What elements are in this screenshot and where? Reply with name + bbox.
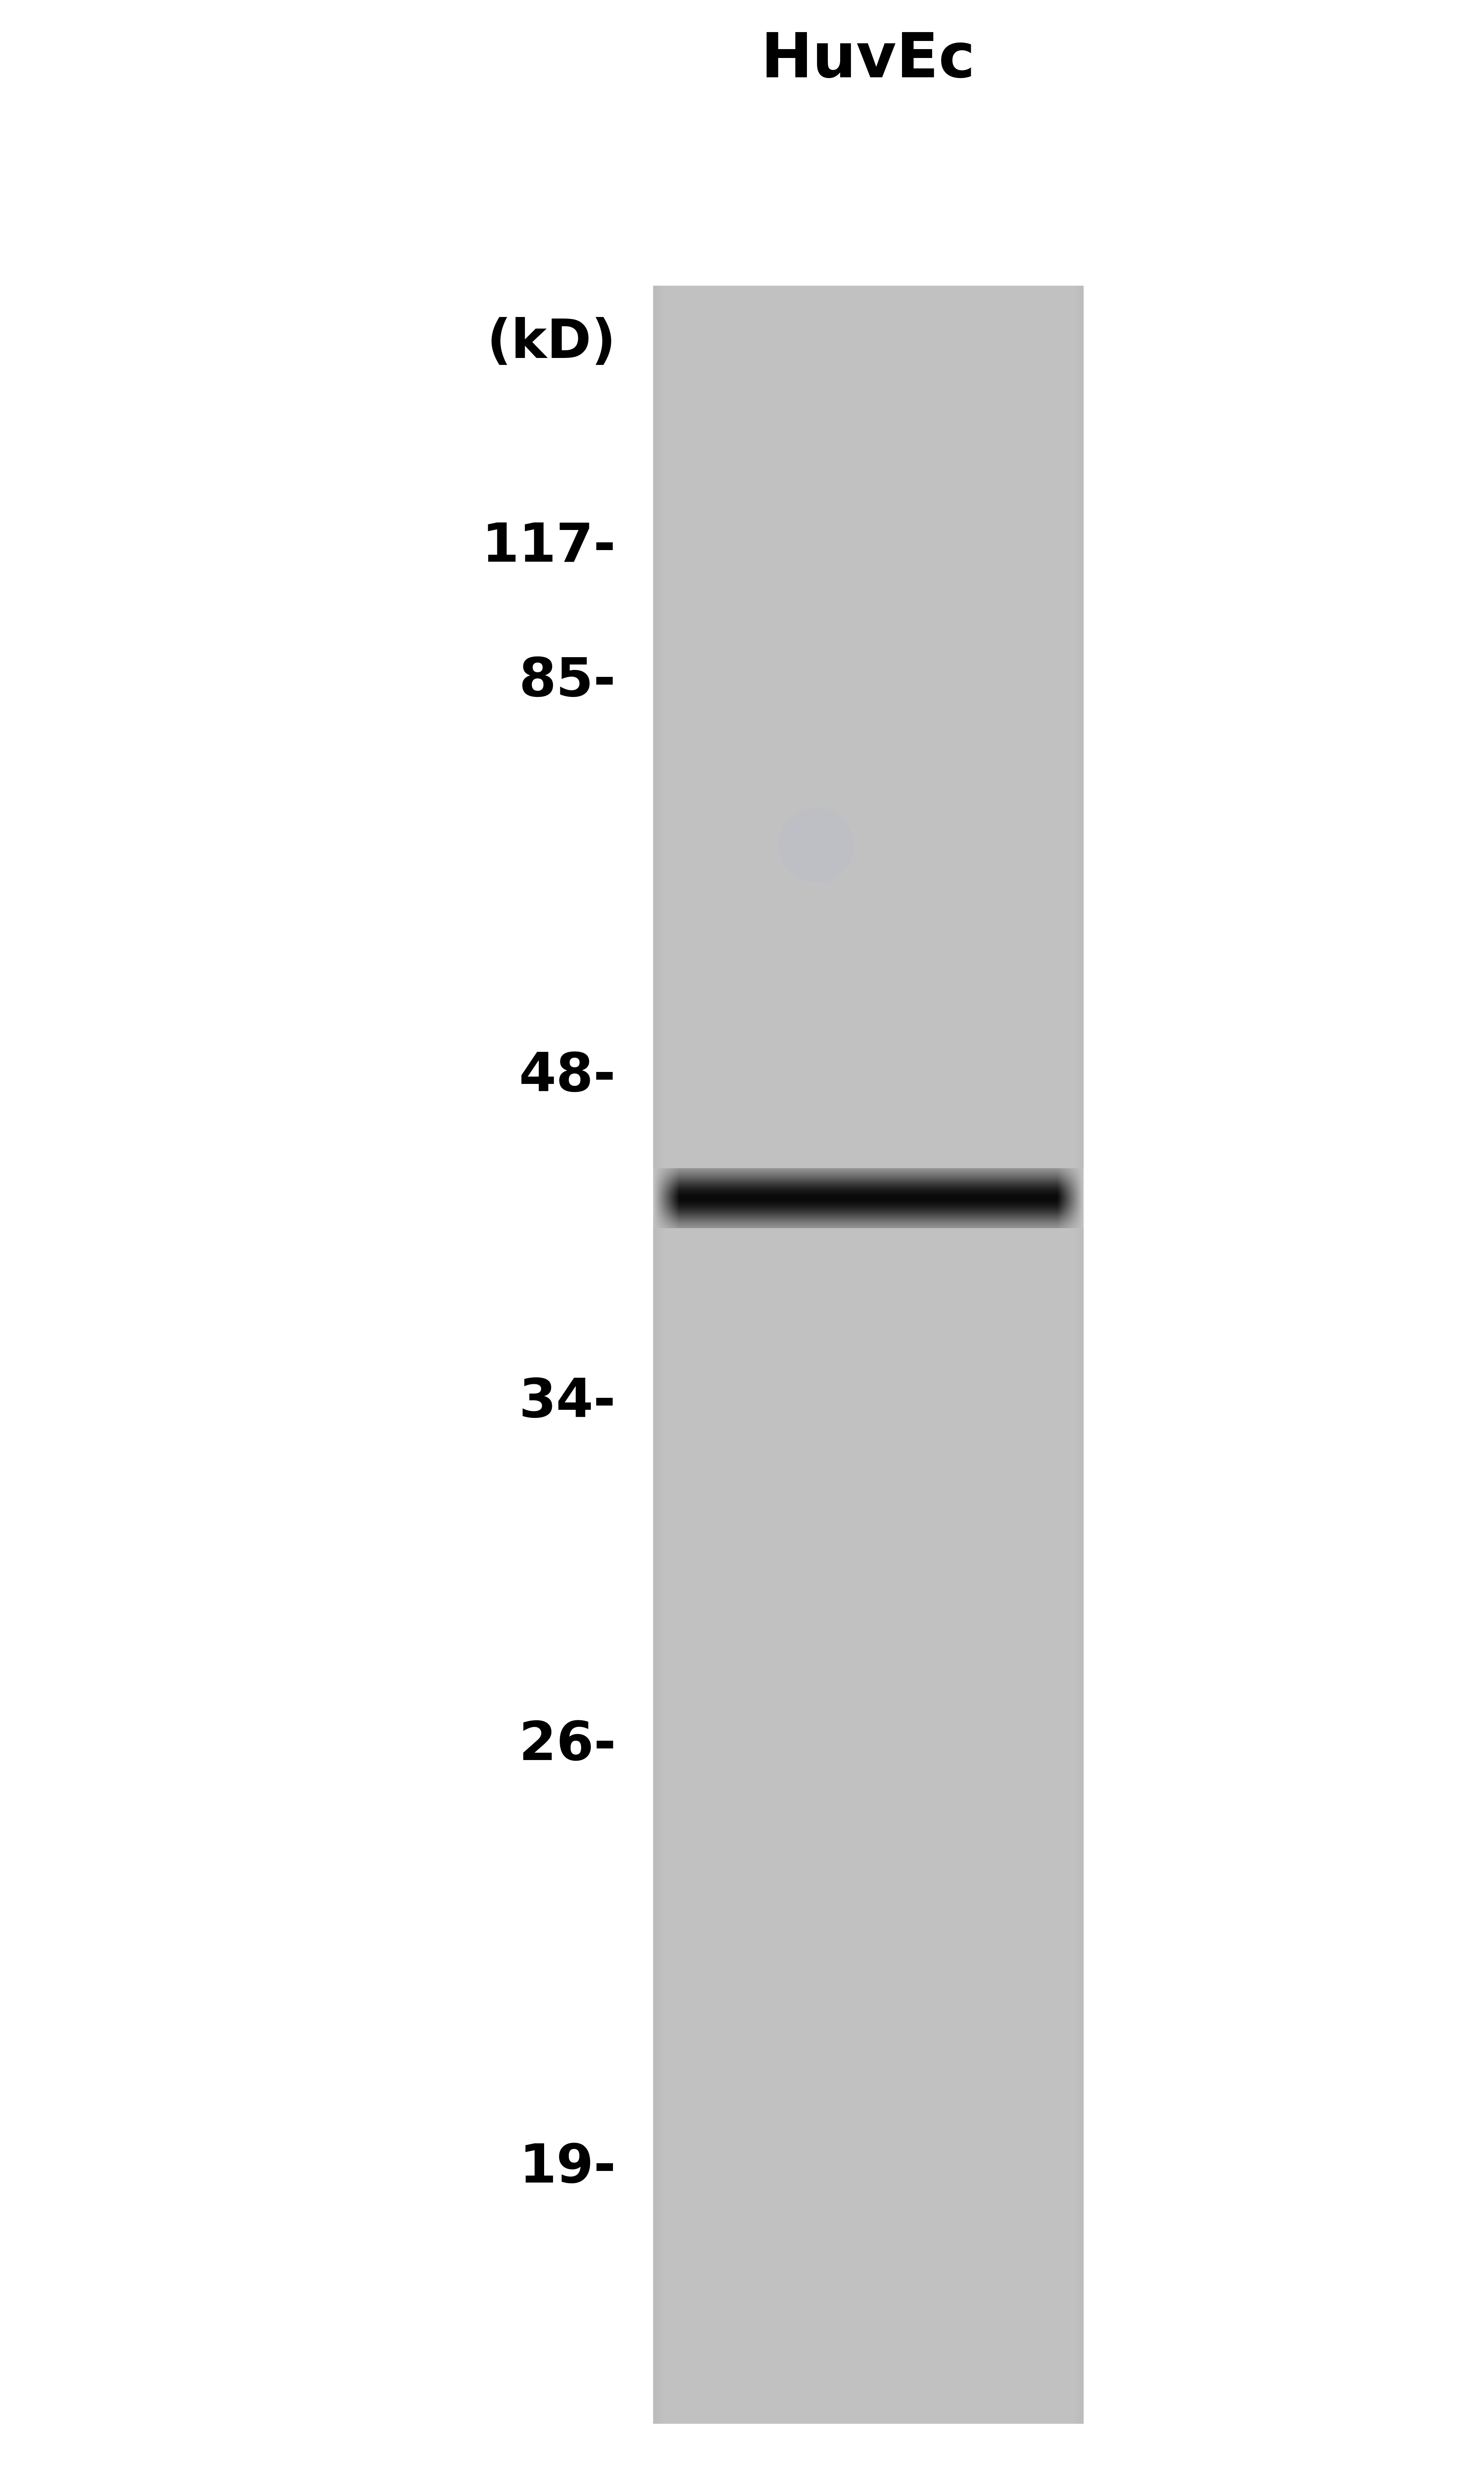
Text: 19-: 19- <box>519 2143 616 2193</box>
Text: 26-: 26- <box>519 1720 616 1770</box>
Text: 117-: 117- <box>482 522 616 572</box>
Text: HuvEc: HuvEc <box>761 30 975 89</box>
Text: (kD): (kD) <box>487 318 616 368</box>
Text: 85-: 85- <box>519 656 616 706</box>
Text: 48-: 48- <box>519 1052 616 1101</box>
Ellipse shape <box>779 808 853 883</box>
Text: 34-: 34- <box>519 1377 616 1427</box>
